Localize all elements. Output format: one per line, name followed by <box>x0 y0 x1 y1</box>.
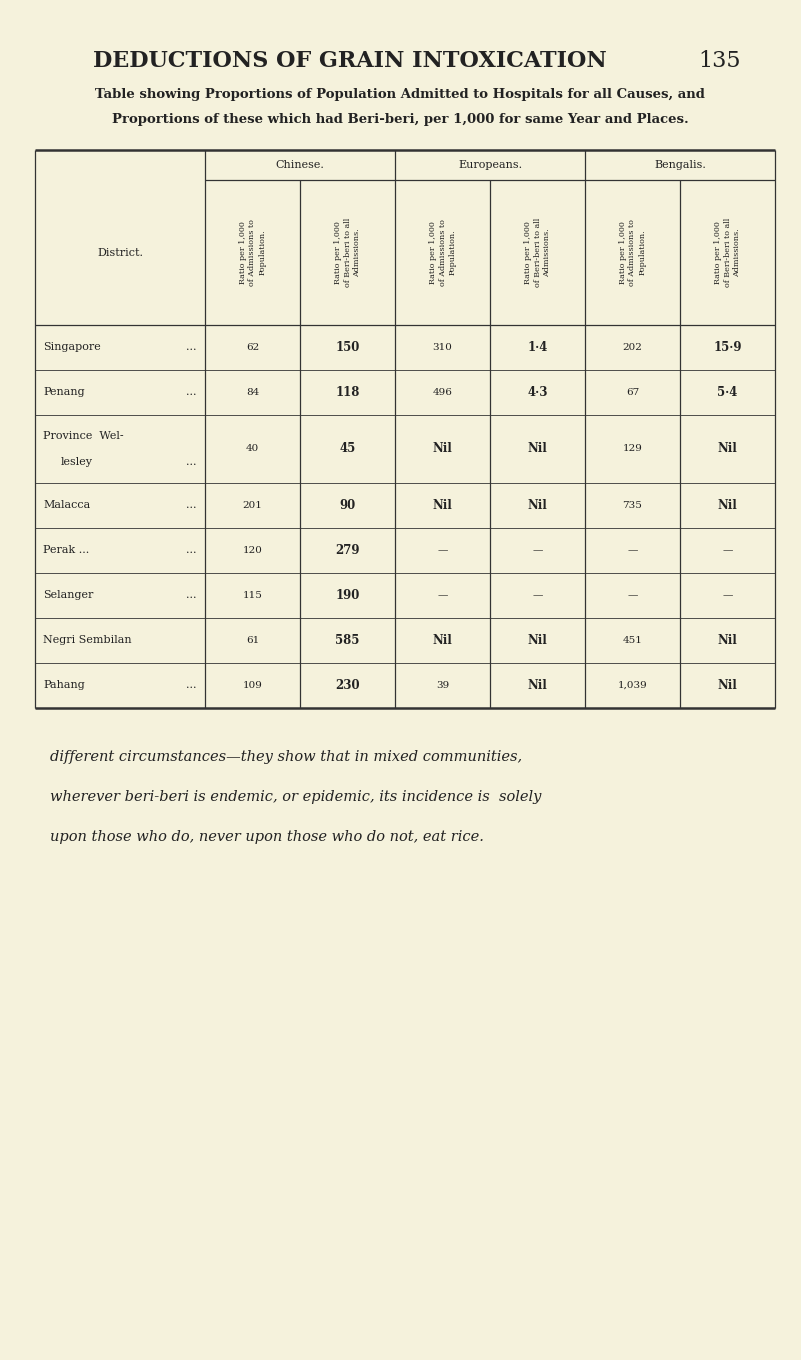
Text: District.: District. <box>97 248 143 257</box>
Text: ...: ... <box>187 545 197 555</box>
Text: Bengalis.: Bengalis. <box>654 160 706 170</box>
Text: ...: ... <box>187 388 197 397</box>
Text: Selanger: Selanger <box>43 590 94 601</box>
Text: Negri Sembilan: Negri Sembilan <box>43 635 131 646</box>
Text: Nil: Nil <box>718 634 738 647</box>
Text: Province  Wel-: Province Wel- <box>43 431 123 441</box>
Text: 45: 45 <box>340 442 356 456</box>
Text: Nil: Nil <box>528 679 547 692</box>
Text: Nil: Nil <box>433 442 453 456</box>
Text: 451: 451 <box>622 636 642 645</box>
Text: Perak ...: Perak ... <box>43 545 89 555</box>
Text: lesley: lesley <box>61 457 93 466</box>
Text: Penang: Penang <box>43 388 85 397</box>
Text: 135: 135 <box>698 50 741 72</box>
Text: different circumstances—they show that in mixed communities,: different circumstances—they show that i… <box>50 749 522 764</box>
Text: Chinese.: Chinese. <box>276 160 324 170</box>
Text: —: — <box>533 545 543 555</box>
Text: 39: 39 <box>436 681 449 690</box>
Text: 129: 129 <box>622 445 642 453</box>
Text: —: — <box>723 545 733 555</box>
Text: 84: 84 <box>246 388 260 397</box>
Text: ...: ... <box>187 457 197 466</box>
Text: Ratio per 1,000
of Admissions to
Population.: Ratio per 1,000 of Admissions to Populat… <box>618 219 646 286</box>
Text: Nil: Nil <box>433 634 453 647</box>
Text: 1,039: 1,039 <box>618 681 647 690</box>
Text: Nil: Nil <box>718 679 738 692</box>
Text: Singapore: Singapore <box>43 343 101 352</box>
Text: 120: 120 <box>243 545 263 555</box>
Text: 40: 40 <box>246 445 260 453</box>
Text: Ratio per 1,000
of Beri-beri to all
Admissions.: Ratio per 1,000 of Beri-beri to all Admi… <box>334 218 361 287</box>
Text: 230: 230 <box>335 679 360 692</box>
Text: 735: 735 <box>622 500 642 510</box>
Text: 4·3: 4·3 <box>527 386 548 398</box>
Text: Ratio per 1,000
of Admissions to
Population.: Ratio per 1,000 of Admissions to Populat… <box>429 219 457 286</box>
Text: 118: 118 <box>336 386 360 398</box>
Text: Nil: Nil <box>718 499 738 511</box>
Text: Table showing Proportions of Population Admitted to Hospitals for all Causes, an: Table showing Proportions of Population … <box>95 88 705 101</box>
Text: Ratio per 1,000
of Admissions to
Population.: Ratio per 1,000 of Admissions to Populat… <box>239 219 266 286</box>
Text: ...: ... <box>187 343 197 352</box>
Text: Nil: Nil <box>718 442 738 456</box>
Text: Nil: Nil <box>528 634 547 647</box>
Text: Malacca: Malacca <box>43 500 91 510</box>
Text: 90: 90 <box>340 499 356 511</box>
Text: 5·4: 5·4 <box>718 386 738 398</box>
Text: 496: 496 <box>433 388 453 397</box>
Text: 585: 585 <box>336 634 360 647</box>
Text: Nil: Nil <box>528 499 547 511</box>
Text: Proportions of these which had Beri-beri, per 1,000 for same Year and Places.: Proportions of these which had Beri-beri… <box>111 113 688 126</box>
Text: Ratio per 1,000
of Beri-beri to all
Admissions.: Ratio per 1,000 of Beri-beri to all Admi… <box>524 218 551 287</box>
Text: ...: ... <box>187 590 197 601</box>
Text: 202: 202 <box>622 343 642 352</box>
Text: DEDUCTIONS OF GRAIN INTOXICATION: DEDUCTIONS OF GRAIN INTOXICATION <box>93 50 607 72</box>
Text: ...: ... <box>187 500 197 510</box>
Text: ...: ... <box>187 680 197 691</box>
Text: 67: 67 <box>626 388 639 397</box>
Text: —: — <box>533 592 543 600</box>
Text: —: — <box>437 592 448 600</box>
Text: 15·9: 15·9 <box>713 341 742 354</box>
Text: upon those who do, never upon those who do not, eat rice.: upon those who do, never upon those who … <box>50 830 484 845</box>
Text: 201: 201 <box>243 500 263 510</box>
Text: —: — <box>627 592 638 600</box>
Text: —: — <box>437 545 448 555</box>
Text: 62: 62 <box>246 343 260 352</box>
Text: wherever beri-beri is endemic, or epidemic, its incidence is  solely: wherever beri-beri is endemic, or epidem… <box>50 790 541 804</box>
Text: 190: 190 <box>336 589 360 602</box>
Text: Nil: Nil <box>433 499 453 511</box>
Text: 109: 109 <box>243 681 263 690</box>
Text: Europeans.: Europeans. <box>458 160 522 170</box>
Text: 310: 310 <box>433 343 453 352</box>
Text: 115: 115 <box>243 592 263 600</box>
Text: —: — <box>627 545 638 555</box>
Text: Nil: Nil <box>528 442 547 456</box>
Text: Pahang: Pahang <box>43 680 85 691</box>
Text: 279: 279 <box>336 544 360 558</box>
Text: —: — <box>723 592 733 600</box>
Text: 61: 61 <box>246 636 260 645</box>
Text: 150: 150 <box>336 341 360 354</box>
Text: Ratio per 1,000
of Beri-beri to all
Admissions.: Ratio per 1,000 of Beri-beri to all Admi… <box>714 218 741 287</box>
Text: 1·4: 1·4 <box>527 341 548 354</box>
